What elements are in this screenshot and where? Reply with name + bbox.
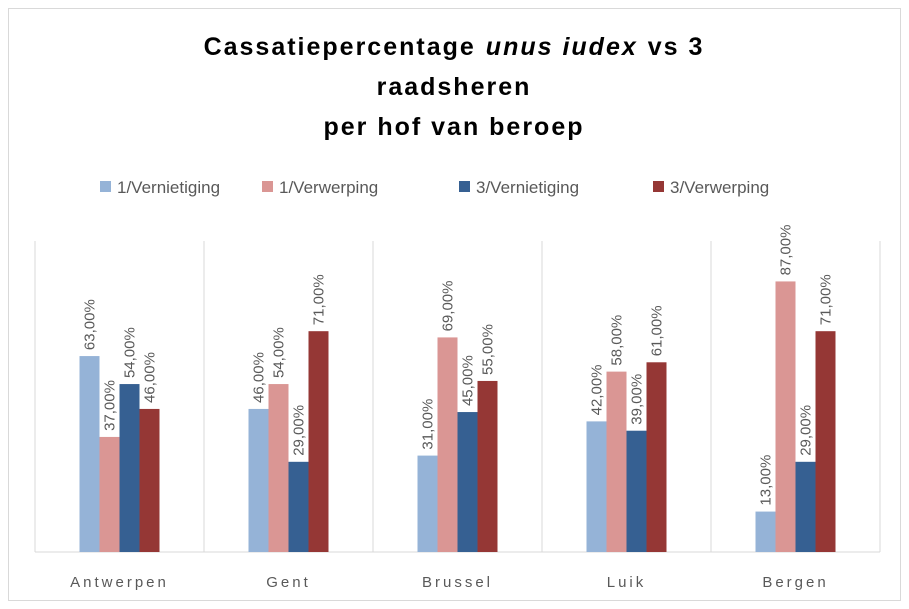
data-label: 29,00%	[798, 405, 815, 456]
bar	[288, 461, 309, 552]
bar	[795, 461, 816, 552]
bar	[268, 384, 289, 552]
data-label: 42,00%	[589, 365, 606, 416]
legend-label: 1/Verwerping	[279, 178, 378, 197]
legend-swatch	[459, 181, 470, 192]
data-label: 13,00%	[758, 455, 775, 506]
data-label: 61,00%	[649, 305, 666, 356]
data-label: 39,00%	[629, 374, 646, 425]
data-label: 87,00%	[778, 225, 795, 276]
data-label: 54,00%	[271, 327, 288, 378]
bar	[119, 384, 140, 552]
bar	[139, 408, 160, 552]
bar	[79, 356, 100, 552]
bar	[417, 455, 438, 552]
bar	[248, 408, 269, 552]
legend-swatch	[100, 181, 111, 192]
title-part: per hof van beroep	[323, 113, 584, 141]
data-label: 29,00%	[291, 405, 308, 456]
title-part: Cassatiepercentage	[204, 33, 476, 61]
title-part: unus iudex	[486, 33, 638, 61]
x-tick-label: Antwerpen	[70, 574, 169, 591]
x-tick-label: Brussel	[422, 574, 493, 591]
data-label: 63,00%	[82, 299, 99, 350]
bar	[99, 436, 120, 552]
title-part: vs 3	[648, 33, 705, 61]
bar	[626, 430, 647, 552]
chart-title: per hof van beroep	[323, 113, 584, 141]
data-label: 54,00%	[122, 327, 139, 378]
data-label: 55,00%	[480, 324, 497, 375]
data-label: 71,00%	[818, 274, 835, 325]
data-label: 31,00%	[420, 399, 437, 450]
data-label: 45,00%	[460, 355, 477, 406]
data-label: 69,00%	[440, 281, 457, 332]
bar	[775, 281, 796, 552]
legend-swatch	[262, 181, 273, 192]
bar	[437, 337, 458, 552]
chart-title: raadsheren	[377, 73, 532, 101]
legend-label: 3/Verwerping	[670, 178, 769, 197]
bar	[815, 331, 836, 552]
legend-label: 1/Vernietiging	[117, 178, 220, 197]
bar	[308, 331, 329, 552]
x-tick-label: Bergen	[762, 574, 828, 591]
bar	[457, 412, 478, 552]
bar	[586, 421, 607, 552]
x-tick-label: Luik	[607, 574, 647, 591]
data-label: 46,00%	[251, 352, 268, 403]
data-label: 71,00%	[311, 274, 328, 325]
bar	[646, 362, 667, 552]
data-label: 37,00%	[102, 380, 119, 431]
legend-swatch	[653, 181, 664, 192]
bar	[755, 511, 776, 552]
data-label: 58,00%	[609, 315, 626, 366]
chart-title: Cassatiepercentage unus iudex vs 3	[204, 33, 705, 61]
title-part: raadsheren	[377, 73, 532, 101]
data-label: 46,00%	[142, 352, 159, 403]
bar	[606, 371, 627, 552]
bar	[477, 380, 498, 552]
legend-label: 3/Vernietiging	[476, 178, 579, 197]
x-tick-label: Gent	[266, 574, 311, 591]
